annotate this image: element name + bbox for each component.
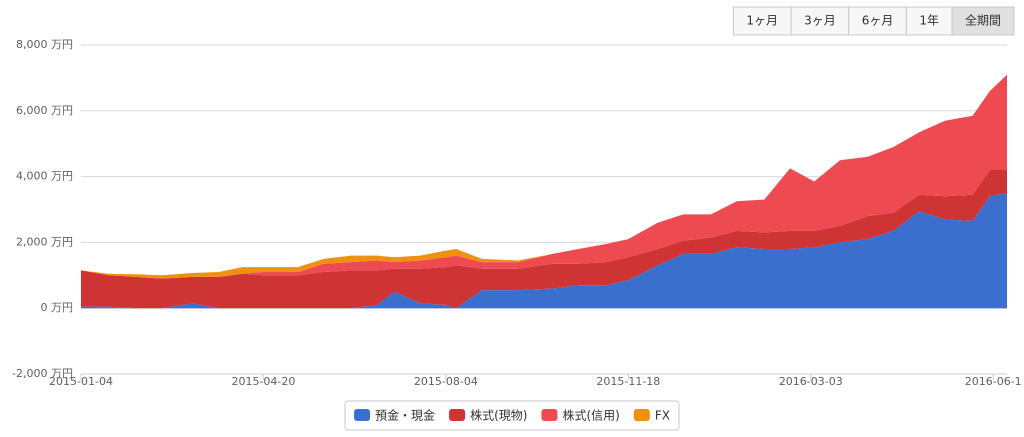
range-label: 1年 <box>919 14 939 28</box>
legend-box <box>344 400 680 431</box>
area <box>81 74 1007 279</box>
y-tick-label: 8,000 万円 <box>16 38 73 51</box>
x-tick-label: 2015-08-04 <box>414 375 478 388</box>
range-button[interactable] <box>951 6 1015 36</box>
range-button[interactable] <box>848 6 907 36</box>
range-label: 6ヶ月 <box>862 14 894 28</box>
legend-label: 預金・現金 <box>375 408 435 423</box>
legend-label: FX <box>655 409 670 423</box>
x-tick-label: 2016-03-03 <box>779 375 843 388</box>
range-button[interactable] <box>732 6 792 36</box>
y-tick-label: 4,000 万円 <box>16 170 73 183</box>
range-selector: 1ヶ月 3ヶ月 6ヶ月 1年 全期間 <box>732 6 1015 36</box>
legend-item[interactable]: FX <box>633 409 670 423</box>
legend-swatch <box>449 409 466 421</box>
legend: 預金・現金 株式(現物) 株式(信用) FX <box>344 400 680 431</box>
legend-label: 株式(信用) <box>562 408 619 423</box>
range-label: 3ヶ月 <box>804 14 836 28</box>
range-label: 全期間 <box>965 13 1001 28</box>
area <box>81 193 1007 309</box>
legend-swatch <box>633 409 650 421</box>
y-tick-label: 6,000 万円 <box>16 104 73 117</box>
legend-swatch <box>354 409 371 421</box>
y-tick-label: -2,000 万円 <box>12 367 73 380</box>
range-label: 1ヶ月 <box>746 14 778 28</box>
x-tick-label: 2015-04-20 <box>231 375 295 388</box>
area <box>81 170 1007 309</box>
x-tick-label: 2016-06-1 <box>965 375 1022 388</box>
legend-item[interactable]: 株式(現物) <box>449 408 527 423</box>
legend-label: 株式(現物) <box>470 408 527 423</box>
legend-item[interactable]: 預金・現金 <box>354 408 435 423</box>
legend-item[interactable]: 株式(信用) <box>541 408 620 423</box>
legend-swatch <box>541 409 558 421</box>
range-button[interactable] <box>790 6 850 36</box>
range-button[interactable] <box>905 6 953 36</box>
x-tick-label: 2015-01-04 <box>49 375 113 388</box>
x-tick-label: 2015-11-18 <box>596 375 660 388</box>
areas <box>81 74 1007 309</box>
y-tick-label: 0 万円 <box>41 301 74 314</box>
y-tick-label: 2,000 万円 <box>16 235 73 248</box>
